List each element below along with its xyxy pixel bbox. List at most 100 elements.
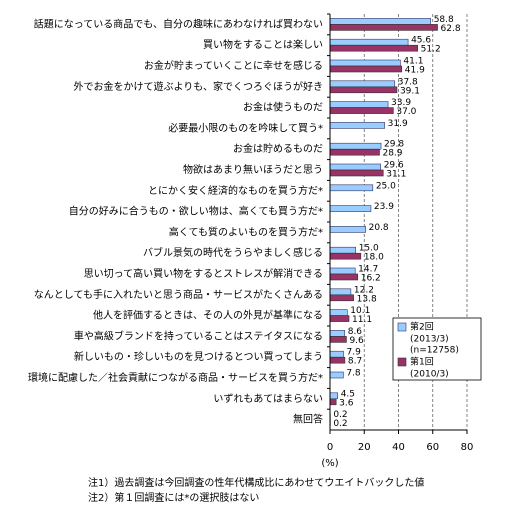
data-label: 0.2 — [333, 410, 347, 420]
bar — [329, 80, 396, 88]
legend-label: 第2回 — [410, 321, 434, 333]
bar — [329, 336, 347, 343]
y-tick-label: 自分の好みに合うもの・欲しい物は、高くても買う方だ* — [69, 205, 323, 218]
y-tick-label: 車や高級ブランドを持っていることはステイタスになる — [74, 329, 323, 342]
bar — [329, 398, 337, 406]
data-label: 29.8 — [384, 140, 404, 150]
bar — [329, 273, 359, 281]
data-label: 10.1 — [350, 306, 370, 316]
y-tick-label: とにかく安く経済的なものを買う方だ* — [148, 184, 323, 197]
bar — [329, 142, 382, 150]
data-label: 31.9 — [388, 119, 408, 129]
y-tick-label: 話題になっている商品でも、自分の趣味にあわなければ買わない — [34, 17, 323, 30]
bar — [329, 226, 366, 233]
y-tick-label: 高くても質のよいものを買う方だ* — [169, 225, 323, 238]
data-label: 4.5 — [341, 389, 355, 399]
y-tick-label: お金は貯めるものだ — [233, 142, 323, 155]
bar — [329, 267, 356, 275]
y-tick-label: 買い物をすることは楽しい — [203, 38, 323, 51]
legend-sub: (2010/3) — [410, 370, 449, 380]
data-label: 23.9 — [374, 202, 394, 212]
data-label: 14.7 — [358, 265, 378, 275]
bar — [329, 184, 374, 192]
x-tick-label: 40 — [392, 442, 405, 453]
data-label: 0.2 — [333, 419, 347, 429]
x-tick-label: 0 — [327, 442, 333, 453]
bar — [329, 315, 350, 322]
data-label: 16.2 — [361, 274, 381, 284]
data-label: 12.2 — [354, 285, 374, 295]
y-tick-label: なんとしても手に入れたいと思う商品・サービスがたくさんある — [34, 288, 323, 301]
data-label: 51.2 — [421, 45, 441, 55]
bar — [329, 356, 346, 364]
data-label: 28.9 — [382, 149, 402, 159]
legend-label: 第1回 — [410, 356, 434, 368]
data-label: 7.9 — [347, 348, 362, 358]
data-label: 37.0 — [396, 107, 416, 117]
bar — [329, 18, 431, 25]
y-tick-label: 環境に配慮した／社会貢献につながる商品・サービスを買う方だ* — [28, 371, 323, 384]
y-tick-label: 外でお金をかけて遊ぶよりも、家でくつろぐほうが好き — [74, 80, 324, 93]
data-label: 45.6 — [411, 36, 431, 46]
note: 注1）過去調査は今回調査の性年代構成比にあわせてウエイトバックした値 — [88, 476, 424, 489]
x-tick-label: 80 — [461, 442, 474, 453]
bar — [329, 44, 418, 52]
bar — [329, 122, 385, 129]
data-label: 62.8 — [441, 24, 461, 34]
data-label: 11.1 — [352, 315, 372, 325]
bar — [329, 288, 352, 296]
bar — [329, 148, 380, 156]
data-label: 3.6 — [339, 398, 354, 408]
data-label: 25.0 — [376, 181, 396, 191]
bar — [329, 246, 356, 254]
bar — [329, 330, 346, 337]
y-tick-label: 新しいもの・珍しいものを見つけるとつい買ってしまう — [74, 350, 323, 363]
y-tick-label: バブル景気の時代をうらやましく感じる — [143, 246, 323, 259]
bar — [329, 101, 389, 108]
data-label: 58.8 — [434, 15, 454, 25]
legend-sub: (2013/3) — [410, 335, 449, 345]
y-tick-label: お金が貯まっていくことに幸せを感じる — [144, 59, 323, 72]
bar — [329, 294, 354, 302]
data-label: 37.8 — [398, 77, 418, 87]
bar — [329, 86, 398, 94]
bar — [329, 24, 438, 31]
bar — [329, 163, 381, 171]
bar — [329, 309, 348, 316]
data-label: 31.1 — [386, 170, 406, 180]
note: 注2）第１回調査には*の選択肢はない — [88, 491, 259, 504]
legend-box — [392, 317, 482, 381]
y-tick-label: 必要最小限のものを吟味して買う* — [168, 121, 323, 134]
data-label: 41.1 — [403, 57, 423, 67]
data-label: 7.8 — [346, 369, 361, 379]
x-tick-label: 20 — [358, 442, 371, 453]
y-tick-label: 思い切って高い買い物をするとストレスが解消できる — [84, 267, 323, 280]
y-tick-label: お金は使うものだ — [243, 101, 323, 114]
bar — [329, 205, 372, 212]
data-label: 20.8 — [369, 223, 389, 233]
y-tick-label: 他人を評価するときは、その人の外見が基準になる — [93, 309, 323, 322]
bar — [329, 392, 339, 400]
data-label: 39.1 — [400, 86, 420, 96]
bar — [329, 350, 344, 358]
data-label: 41.9 — [405, 66, 425, 76]
legend-sub: (n=12758) — [410, 346, 459, 356]
legend-swatch — [397, 357, 407, 367]
data-label: 33.9 — [391, 98, 411, 108]
x-axis-label: (%) — [321, 458, 338, 469]
data-label: 8.6 — [348, 327, 363, 337]
data-label: 8.7 — [348, 357, 362, 367]
bar — [329, 252, 362, 260]
bar — [329, 59, 401, 67]
data-label: 18.0 — [364, 253, 384, 263]
bar — [329, 371, 344, 379]
y-tick-label: いずれもあてはまらない — [213, 393, 323, 405]
bar — [329, 107, 394, 114]
x-tick-label: 60 — [426, 442, 439, 453]
bar — [329, 38, 409, 46]
data-label: 9.6 — [349, 336, 364, 346]
y-tick-label: 無回答 — [293, 413, 323, 426]
bar — [329, 65, 403, 73]
data-label: 13.8 — [357, 294, 377, 304]
